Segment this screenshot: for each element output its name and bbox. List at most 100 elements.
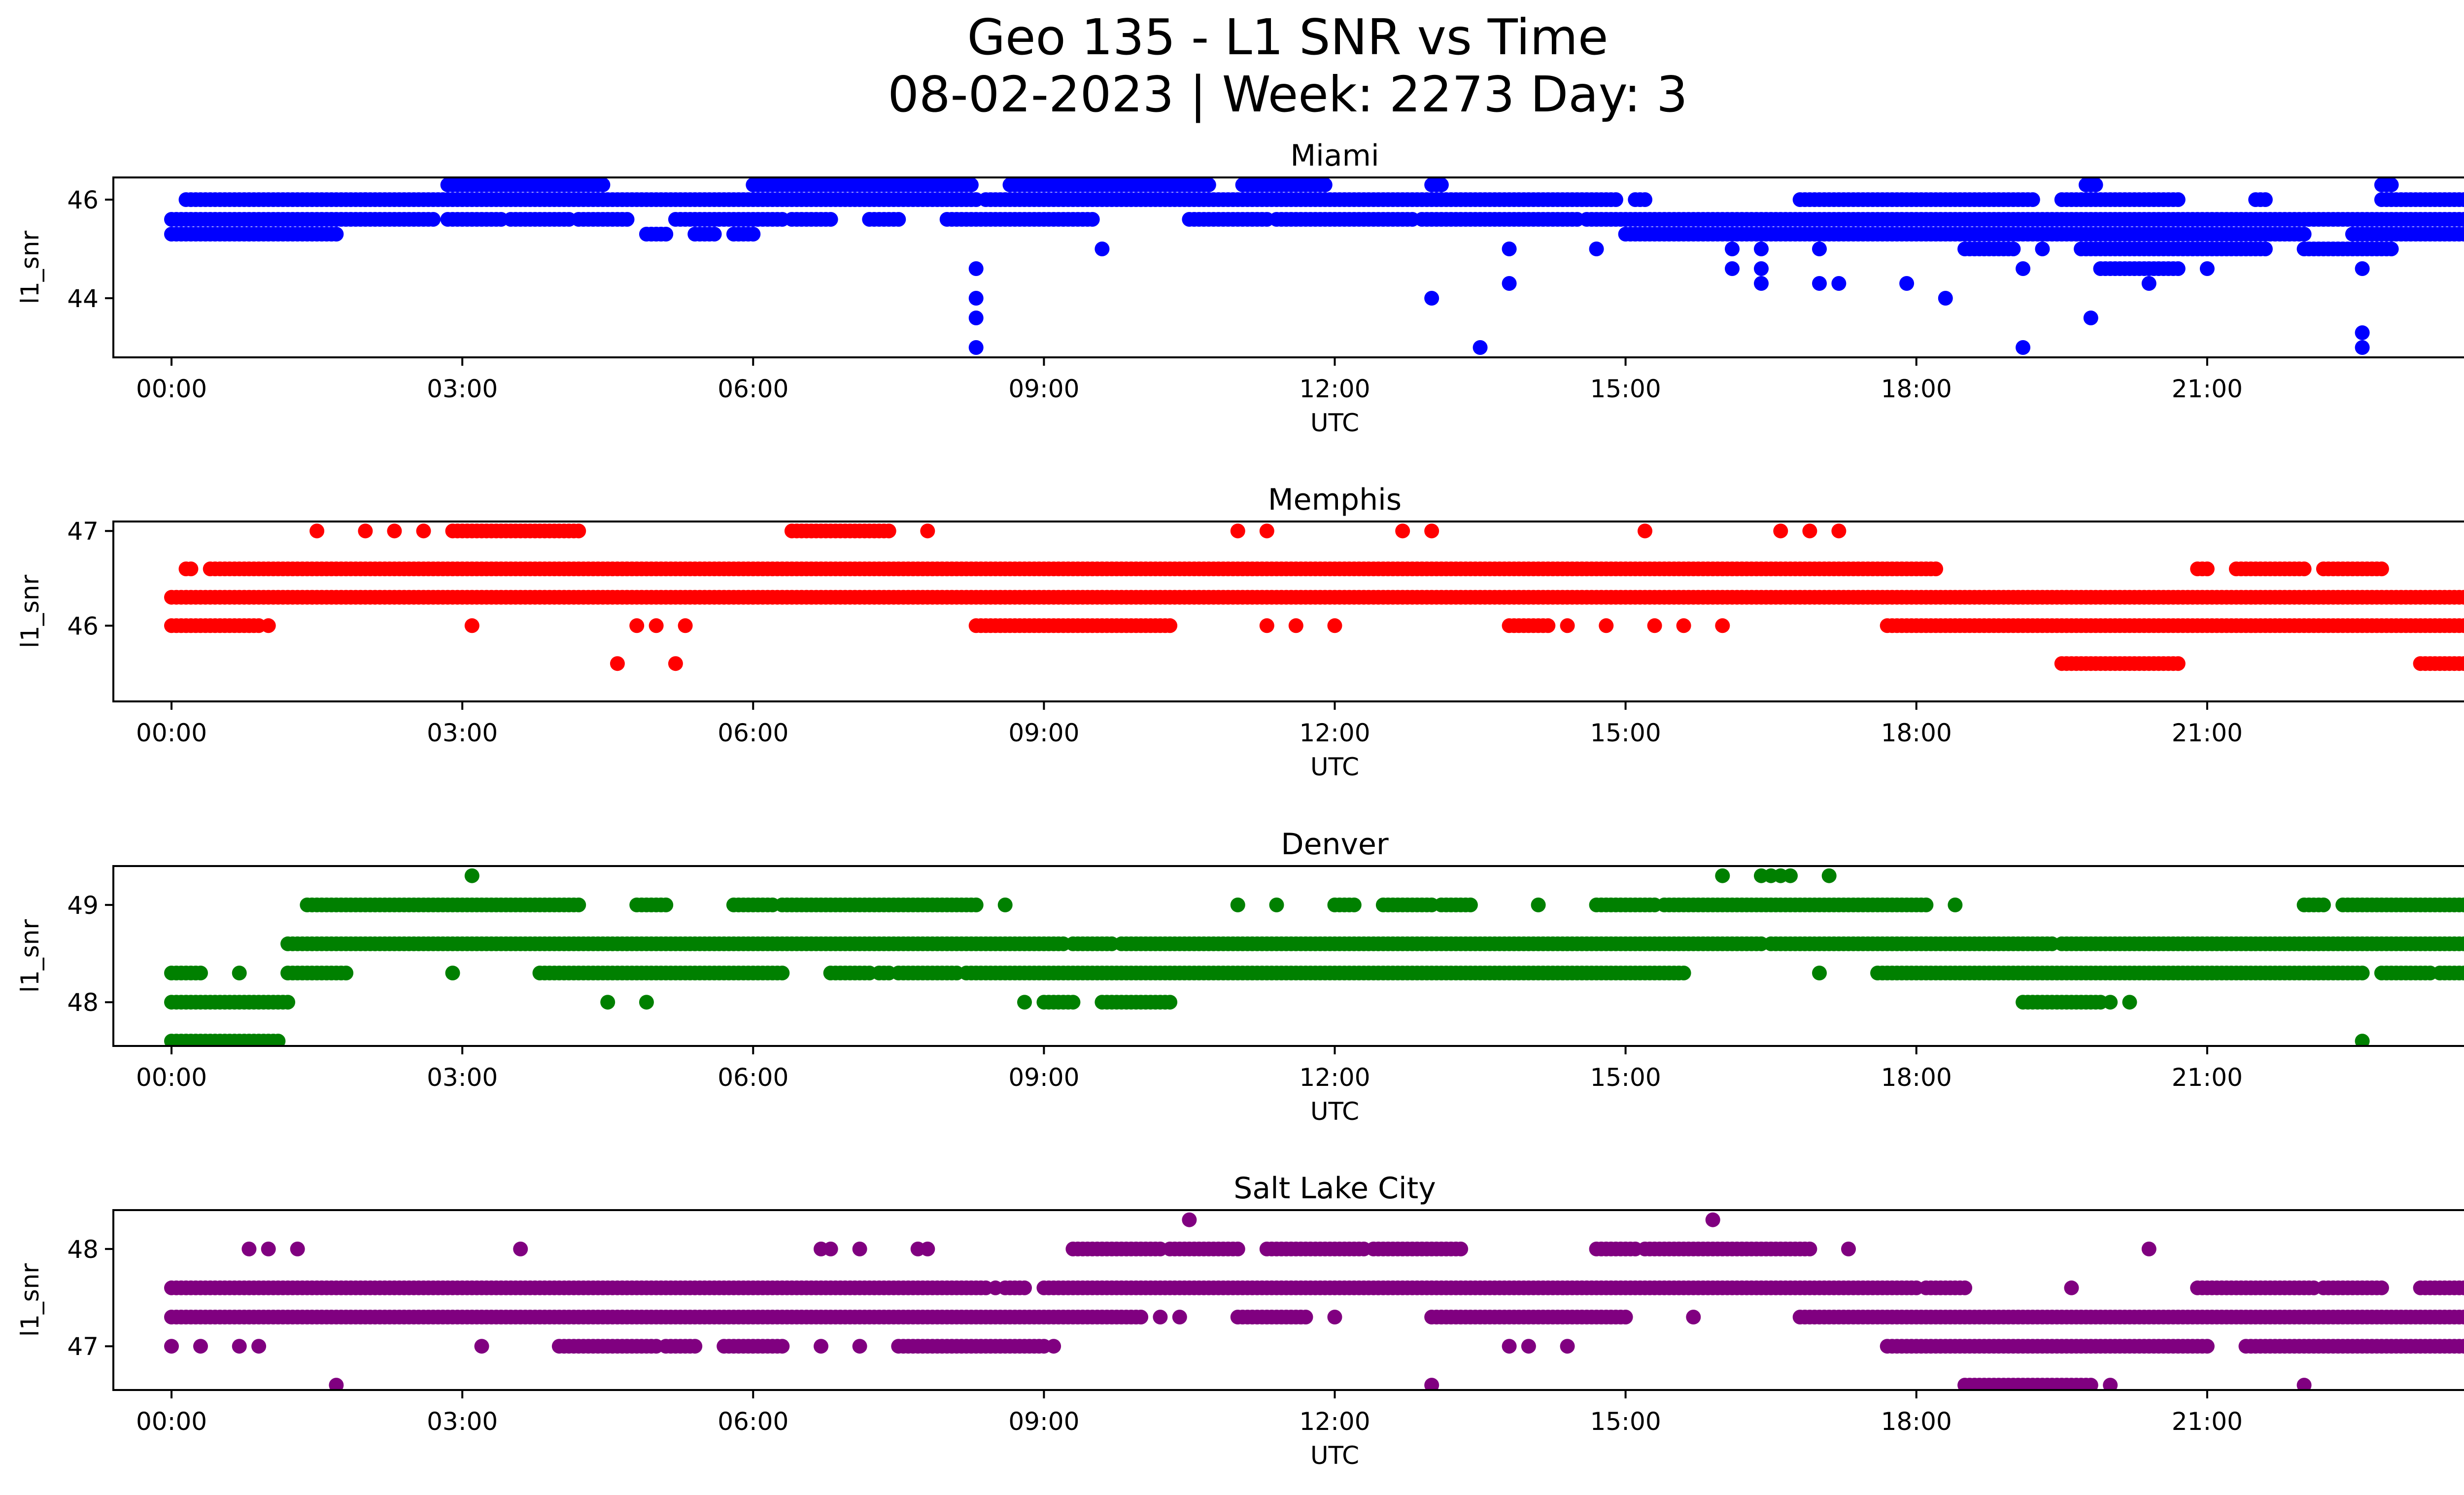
data-point [232,1339,247,1354]
data-point [1269,897,1284,912]
data-point [571,897,586,912]
data-point [2083,1378,2098,1390]
data-point [1327,618,1342,633]
data-point [1259,523,1274,539]
data-point [1754,276,1769,291]
x-axis-label: UTC [1310,409,1359,437]
x-tick-label: 12:00 [1299,1063,1370,1092]
x-tick-label: 18:00 [1881,1407,1952,1436]
data-point [1638,192,1652,207]
x-tick-label: 00:00 [2463,1407,2464,1436]
data-point [2170,656,2186,671]
data-point [2006,242,2021,256]
data-point [2258,242,2273,256]
x-tick-label: 15:00 [1590,375,1661,403]
data-point [1182,1212,1197,1227]
y-tick-label: 47 [67,1332,99,1361]
data-point [1085,212,1100,227]
x-tick-label: 06:00 [718,1063,788,1092]
y-tick-label: 46 [67,186,99,214]
data-point [619,212,635,227]
y-tick-label: 44 [67,284,99,313]
x-tick-label: 06:00 [718,719,788,747]
data-point [1298,1310,1313,1324]
data-point [1346,897,1362,912]
data-point [329,227,344,242]
data-point [1831,276,1847,291]
data-point [600,995,616,1010]
data-point [1841,1241,1856,1256]
data-point [2103,1378,2118,1390]
data-point [290,1241,305,1256]
data-point [2064,1280,2079,1295]
data-point [2384,177,2399,192]
x-tick-label: 12:00 [1299,1407,1370,1436]
data-point [329,1378,344,1390]
data-point [339,966,354,980]
data-point [232,966,247,980]
series-points [164,177,2464,355]
data-point [416,523,431,539]
axes-frame [112,521,2464,702]
data-point [358,523,373,539]
data-point [1327,1310,1342,1324]
data-point [1259,618,1274,633]
subplot-title: Salt Lake City [1233,1171,1436,1206]
data-point [1463,897,1478,912]
data-point [2374,1280,2389,1295]
data-point [1812,242,1827,256]
x-tick-label: 03:00 [427,1063,498,1092]
data-point [2199,561,2215,577]
data-point [1502,276,1517,291]
data-point [271,1034,286,1046]
data-point [2457,936,2464,951]
x-tick-label: 12:00 [1299,719,1370,747]
x-tick-label: 03:00 [427,1407,498,1436]
x-tick-label: 00:00 [136,375,207,403]
data-point [2457,192,2464,207]
data-point [610,656,625,671]
data-point [2457,656,2464,671]
data-point [968,340,984,355]
data-point [1928,561,1944,577]
subplot-salt-lake-city: Salt Lake City 00:00 03:00 06:00 09:00 12:00 1… [16,1171,2464,1470]
data-point [1618,1310,1633,1324]
x-tick-label: 09:00 [1008,1407,1079,1436]
data-point [707,227,722,242]
data-point [988,1280,1003,1295]
data-point [513,1241,528,1256]
data-point [1163,995,1178,1010]
axes-frame [112,865,2464,1047]
data-point [2462,658,2464,669]
x-tick-label: 21:00 [2172,1407,2243,1436]
data-point [968,261,984,276]
data-point [1676,966,1691,980]
data-point [1065,995,1081,1010]
y-tick-label: 48 [67,1235,99,1264]
data-point [1163,618,1178,633]
data-point [968,311,984,325]
data-point [2199,261,2215,276]
data-point [1230,897,1245,912]
data-point [2462,194,2464,206]
data-point [1424,291,1439,306]
data-point [2462,938,2464,949]
series-points [164,523,2464,671]
data-point [2457,618,2464,633]
y-tick-label: 47 [67,517,99,546]
data-point [2296,227,2312,242]
data-point [474,1339,489,1354]
data-point [2355,1034,2370,1046]
data-point [251,1339,267,1354]
data-point [2457,590,2464,605]
data-point [309,523,325,539]
data-point [280,995,296,1010]
data-point [687,1339,703,1354]
x-axis-label: UTC [1310,1441,1359,1470]
x-tick-label: 12:00 [1299,375,1370,403]
x-tick-label: 09:00 [1008,719,1079,747]
data-point [891,212,906,227]
data-point [1725,242,1740,256]
x-tick-label: 06:00 [718,1407,788,1436]
